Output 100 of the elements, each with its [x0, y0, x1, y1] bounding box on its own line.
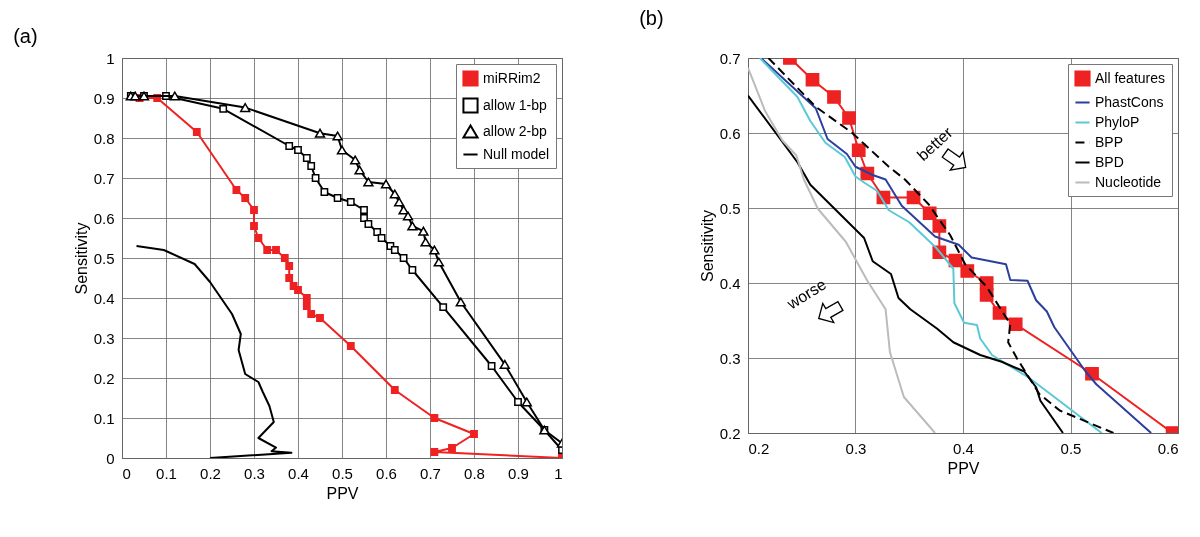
point	[398, 205, 409, 215]
point	[285, 274, 294, 282]
y-tick-label: 0.4	[719, 274, 741, 292]
x-axis-title: PPV	[326, 484, 359, 502]
x-tick-label: 0.3	[244, 464, 265, 482]
y-tick-label: 0.3	[93, 329, 115, 347]
point	[407, 221, 418, 231]
x-tick-label: 0.2	[200, 464, 221, 482]
legend-label: allow 1-bp	[483, 96, 548, 113]
point	[302, 294, 311, 302]
x-axis-title: PPV	[947, 459, 980, 477]
line-series	[135, 245, 293, 458]
point	[418, 226, 429, 236]
x-tick-label: 0.5	[1060, 439, 1082, 457]
x-tick-label: 0.6	[1157, 439, 1179, 457]
point	[360, 214, 368, 222]
point	[439, 303, 448, 312]
x-tick-label: 0.4	[953, 439, 974, 457]
x-tick-label: 0.2	[748, 439, 770, 457]
x-tick-label: 0.8	[464, 464, 485, 482]
point	[420, 237, 431, 247]
point	[408, 266, 417, 274]
point	[307, 310, 316, 318]
x-tick-label: 1	[554, 464, 563, 482]
point	[316, 314, 324, 322]
point	[280, 254, 289, 262]
y-tick-label: 0.3	[719, 349, 741, 367]
point	[314, 128, 326, 138]
point	[364, 220, 373, 228]
x-tick-label: 0.1	[156, 464, 177, 482]
point	[349, 155, 361, 165]
y-tick-label: 0.9	[93, 89, 115, 107]
y-tick-label: 0.2	[93, 369, 115, 387]
y-tick-label: 0.7	[719, 49, 741, 67]
y-tick-label: 1	[106, 49, 115, 67]
point	[354, 165, 365, 175]
point	[448, 444, 456, 452]
point	[433, 257, 445, 267]
point	[232, 186, 241, 194]
point	[393, 197, 405, 207]
y-tick-label: 0.6	[719, 124, 741, 142]
point	[254, 234, 263, 242]
point	[333, 194, 342, 202]
point	[429, 245, 440, 255]
point	[514, 398, 522, 406]
point	[129, 91, 141, 101]
legend-label: BPD	[1095, 153, 1124, 170]
point	[302, 302, 311, 310]
legend-label: Null model	[483, 145, 550, 162]
legend-label: allow 2-bp	[483, 122, 548, 139]
x-tick-label: 0.5	[332, 464, 353, 482]
point	[430, 448, 439, 456]
point	[192, 128, 201, 136]
point	[377, 234, 386, 242]
point	[307, 162, 316, 170]
point	[294, 286, 302, 294]
x-tick-label: 0.9	[508, 464, 529, 482]
y-tick-label: 0.8	[93, 129, 115, 147]
x-tick-label: 0.6	[376, 464, 397, 482]
legend-label: All features	[1095, 69, 1166, 86]
point	[470, 430, 478, 438]
point	[363, 177, 374, 187]
y-tick-label: 0.1	[93, 409, 115, 427]
y-axis-title: Sensitivity	[72, 222, 90, 295]
point	[250, 222, 258, 230]
point	[499, 359, 511, 370]
point	[402, 211, 414, 221]
chart-title: (a)	[13, 25, 38, 47]
point	[239, 102, 251, 113]
x-tick-label: 0.3	[845, 439, 867, 457]
point	[302, 154, 311, 162]
y-tick-label: 0.5	[93, 249, 115, 267]
x-tick-label: 0	[122, 464, 131, 482]
point	[219, 104, 228, 113]
point	[263, 246, 272, 254]
y-tick-label: 0.4	[93, 289, 115, 307]
point	[169, 91, 181, 101]
point	[285, 262, 294, 270]
y-tick-label: 0.6	[93, 209, 115, 227]
point	[346, 198, 355, 206]
point	[487, 362, 496, 370]
point	[399, 254, 408, 262]
point	[380, 179, 392, 189]
x-tick-label: 0.7	[420, 464, 441, 482]
point	[285, 142, 294, 150]
point	[390, 386, 399, 394]
point	[241, 194, 250, 202]
legend-label: PhastCons	[1095, 93, 1164, 110]
legend-label: Nucleotide	[1095, 173, 1162, 190]
point	[360, 206, 368, 214]
legend-label: PhyloP	[1095, 113, 1140, 130]
point	[311, 174, 320, 182]
x-tick-label: 0.4	[288, 464, 309, 482]
y-axis-title: Sensitivity	[698, 209, 716, 283]
point	[336, 145, 348, 155]
point	[294, 146, 302, 154]
annotation: worse	[783, 275, 830, 313]
point	[521, 397, 533, 407]
point	[390, 246, 399, 254]
point	[272, 246, 280, 254]
